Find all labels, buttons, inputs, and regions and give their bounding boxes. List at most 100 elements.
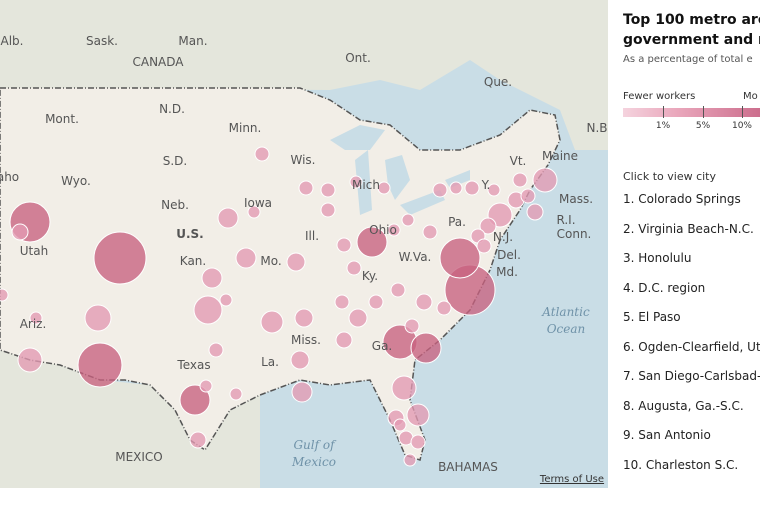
metro-bubble[interactable] [193, 295, 223, 325]
metro-bubble[interactable] [439, 237, 481, 279]
metro-bubble[interactable] [487, 183, 501, 197]
metro-bubble[interactable] [512, 172, 528, 188]
metro-bubble[interactable] [346, 260, 362, 276]
metro-bubble[interactable] [415, 293, 433, 311]
city-item[interactable]: 9. San Antonio [623, 428, 711, 442]
metro-bubble[interactable] [390, 282, 406, 298]
city-item[interactable]: 2. Virginia Beach-N.C. [623, 221, 754, 236]
metro-bubble[interactable] [410, 434, 426, 450]
legend-tick-label: 1% [655, 121, 671, 131]
metro-bubble[interactable] [294, 308, 314, 328]
place-label: Md. [496, 265, 518, 279]
canada [0, 0, 608, 150]
metro-bubble[interactable] [422, 224, 438, 240]
place-label: W.Va. [399, 250, 432, 264]
metro-bubble[interactable] [368, 294, 384, 310]
legend-tick-label: 5% [695, 121, 711, 131]
metro-bubble[interactable] [219, 293, 233, 307]
place-label: BAHAMAS [438, 460, 498, 474]
place-label: Mass. [559, 192, 593, 206]
metro-bubble[interactable] [320, 202, 336, 218]
city-item[interactable]: 1. Colorado Springs [623, 192, 741, 206]
metro-bubble[interactable] [406, 403, 430, 427]
metro-bubble[interactable] [449, 181, 463, 195]
metro-bubble[interactable] [229, 387, 243, 401]
place-label: N.J. [493, 230, 513, 244]
metro-bubble[interactable] [93, 231, 147, 285]
place-label: Ky. [362, 269, 378, 283]
ocean-label: Mexico [291, 455, 336, 469]
metro-bubble[interactable] [286, 252, 306, 272]
place-label: Wyo. [61, 174, 91, 188]
terms-link[interactable]: Terms of Use [539, 474, 604, 485]
metro-bubble[interactable] [432, 182, 448, 198]
metro-bubble[interactable] [254, 146, 270, 162]
legend-tick [663, 106, 664, 118]
metro-bubble[interactable] [348, 308, 368, 328]
metro-bubble[interactable] [29, 311, 43, 325]
metro-bubble[interactable] [377, 181, 391, 195]
city-item[interactable]: 3. Honolulu [623, 251, 692, 265]
place-label: Ga. [372, 339, 392, 353]
metro-bubble[interactable] [391, 375, 417, 401]
metro-bubble[interactable] [247, 205, 261, 219]
metro-bubble[interactable] [464, 180, 480, 196]
metro-bubble[interactable] [476, 238, 492, 254]
legend-high: Mo [743, 91, 758, 102]
place-label: CANADA [132, 55, 184, 69]
metro-bubble[interactable] [479, 217, 497, 235]
metro-bubble[interactable] [401, 213, 415, 227]
city-item[interactable]: 8. Augusta, Ga.-S.C. [623, 398, 744, 413]
metro-bubble[interactable] [179, 384, 211, 416]
place-label: La. [261, 355, 279, 369]
metro-bubble[interactable] [17, 347, 43, 373]
metro-bubble[interactable] [336, 237, 352, 253]
metro-bubble[interactable] [77, 342, 123, 388]
place-label: Ohio [369, 223, 397, 237]
metro-bubble[interactable] [217, 207, 239, 229]
place-label: N.B [586, 121, 607, 135]
metro-bubble[interactable] [410, 332, 442, 364]
place-label: Mont. [45, 112, 79, 126]
metro-bubble[interactable] [290, 350, 310, 370]
metro-bubble[interactable] [526, 203, 544, 221]
metro-bubble[interactable] [387, 223, 401, 237]
metro-bubble[interactable] [349, 175, 363, 189]
city-item[interactable]: 6. Ogden-Clearfield, Utah [623, 339, 760, 354]
place-label: Kan. [180, 254, 206, 268]
place-label: Mich [352, 178, 380, 192]
metro-bubble[interactable] [320, 182, 336, 198]
metro-bubble[interactable] [356, 226, 388, 258]
city-item[interactable]: 5. El Paso [623, 310, 681, 324]
place-label: Mo. [260, 254, 281, 268]
metro-bubble[interactable] [189, 431, 207, 449]
metro-bubble[interactable] [532, 167, 558, 193]
metro-bubble[interactable] [335, 331, 353, 349]
metro-bubble[interactable] [298, 180, 314, 196]
metro-bubble[interactable] [393, 418, 407, 432]
place-label: Vt. [510, 154, 527, 168]
place-label: Que. [484, 75, 512, 89]
city-item[interactable]: 10. Charleston S.C. [623, 457, 739, 472]
place-label: Sask. [86, 34, 118, 48]
metro-bubble[interactable] [404, 318, 420, 334]
metro-bubble[interactable] [0, 288, 9, 302]
place-label: Utah [20, 244, 48, 258]
metro-bubble[interactable] [403, 453, 417, 467]
metro-bubble[interactable] [291, 381, 313, 403]
metro-bubble[interactable] [235, 247, 257, 269]
legend-low: Fewer workers [623, 91, 696, 102]
metro-bubble[interactable] [260, 310, 284, 334]
place-label: Minn. [229, 121, 262, 135]
metro-bubble[interactable] [436, 300, 452, 316]
metro-bubble[interactable] [84, 304, 112, 332]
metro-bubble[interactable] [520, 188, 536, 204]
metro-bubble[interactable] [11, 223, 29, 241]
metro-bubble[interactable] [208, 342, 224, 358]
place-label: Maine [542, 149, 578, 163]
city-item[interactable]: 7. San Diego-Carlsbad-S [623, 369, 760, 383]
metro-bubble[interactable] [201, 267, 223, 289]
metro-bubble[interactable] [334, 294, 350, 310]
metro-bubble[interactable] [199, 379, 213, 393]
city-item[interactable]: 4. D.C. region [623, 280, 706, 295]
